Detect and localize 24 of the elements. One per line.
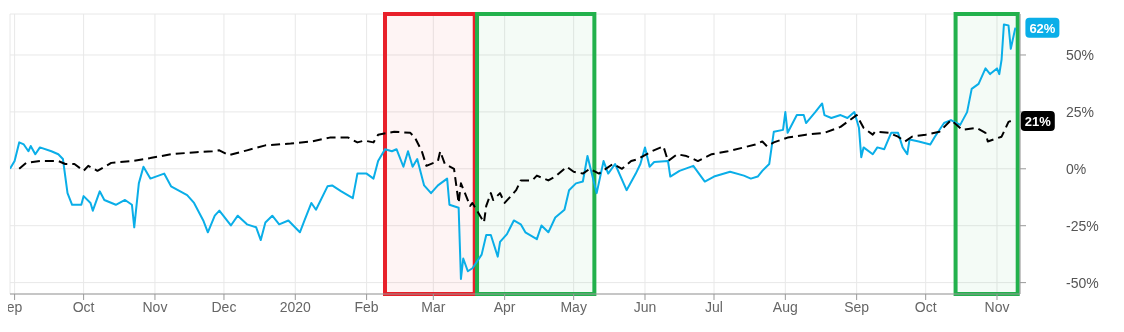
x-tick-label: Feb [354, 298, 379, 315]
y-tick-label: -25% [1066, 217, 1099, 234]
x-tick-label: 2020 [279, 298, 312, 315]
line-series [18, 114, 1012, 224]
x-tick-label: Sep [844, 298, 870, 315]
y-tick-label: -50% [1066, 274, 1099, 291]
annotation: 21% [1024, 113, 1052, 129]
line-series [10, 23, 1017, 280]
x-tick-label: May [560, 298, 587, 315]
x-tick-label: Nov [142, 298, 168, 315]
annotation: 62% [1029, 20, 1056, 36]
y-tick-label: 25% [1066, 103, 1095, 120]
x-tick-label: Mar [421, 298, 446, 315]
x-tick-label: Jul [705, 298, 723, 315]
y-tick-label: 0% [1066, 160, 1087, 177]
x-tick-label: Dec [211, 298, 237, 315]
y-tick-label: 50% [1066, 46, 1095, 63]
x-tick-label: Nov [984, 298, 1010, 315]
x-tick-label: Oct [914, 298, 937, 315]
x-tick-label: ep [6, 298, 23, 315]
x-tick-label: Jun [633, 298, 657, 315]
x-tick-label: Oct [72, 298, 95, 315]
x-tick-label: Aug [772, 298, 798, 315]
x-tick-label: Apr [493, 298, 516, 315]
